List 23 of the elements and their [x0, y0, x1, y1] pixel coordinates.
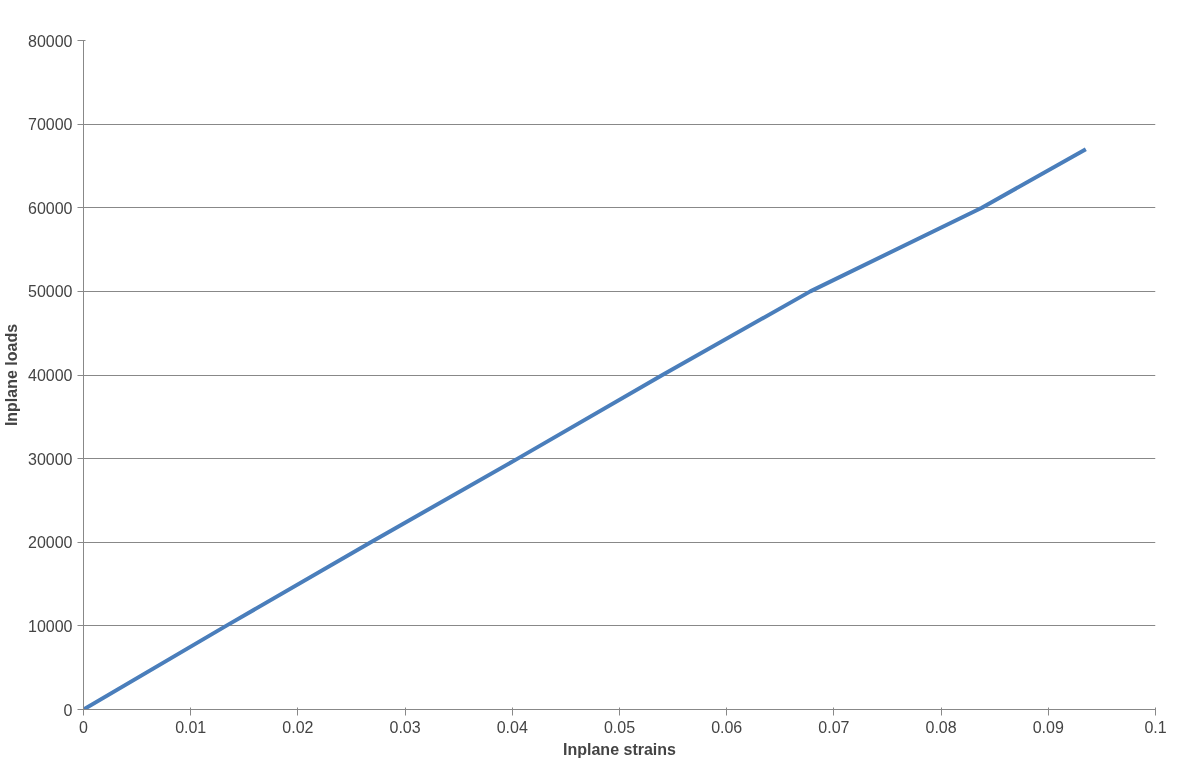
x-tick-label: 0.05 [603, 718, 636, 736]
x-tick-label: 0.04 [496, 718, 528, 736]
y-tick-label: 20000 [28, 534, 73, 552]
y-tick-label: 60000 [28, 199, 73, 217]
y-tick-label: 0 [63, 701, 73, 719]
line-series [83, 147, 1088, 710]
x-axis-title: Inplane strains [563, 740, 677, 758]
x-tick-label: 0.1 [1144, 718, 1167, 736]
x-tick-label: 0.02 [282, 718, 314, 736]
y-axis-title: Inplane loads [3, 323, 21, 427]
y-tick-label: 10000 [28, 617, 73, 635]
x-tick-label: 0.06 [711, 718, 743, 736]
y-tick-label: 40000 [28, 367, 73, 384]
x-tick-label: 0.03 [389, 718, 421, 736]
y-tick-label: 80000 [28, 32, 73, 50]
y-tick-label: 70000 [28, 116, 73, 134]
y-tick-label: 30000 [28, 450, 73, 468]
x-tick-label: 0 [79, 718, 89, 736]
x-tick-label: 0.08 [925, 718, 957, 736]
x-tick-label: 0.07 [818, 718, 850, 736]
x-tick-label: 0.01 [175, 718, 207, 736]
x-tick-label: 0.09 [1032, 718, 1064, 736]
y-tick-label: 50000 [28, 283, 73, 301]
